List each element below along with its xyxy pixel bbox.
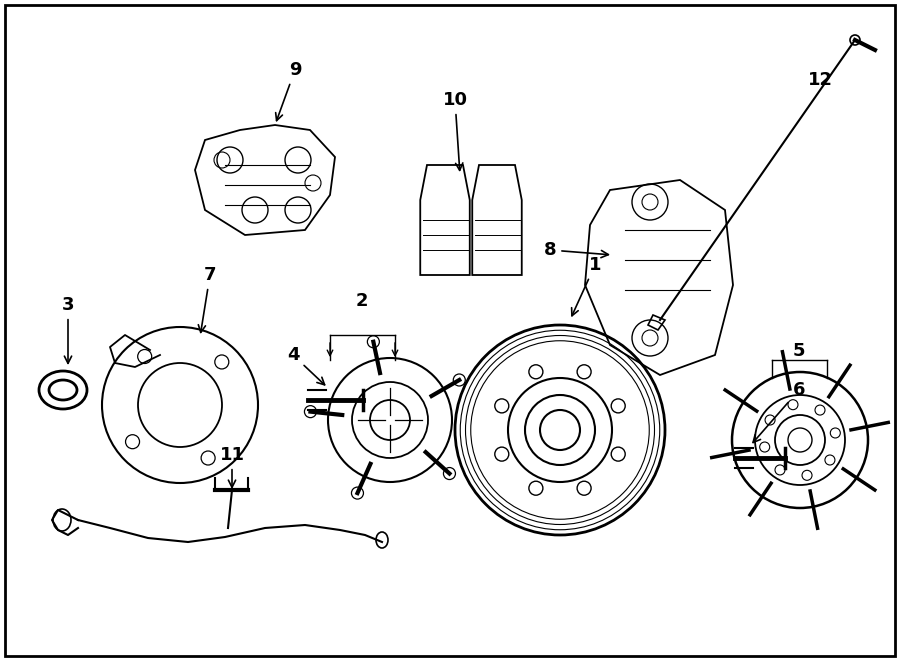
Text: 4: 4 <box>287 346 325 385</box>
Text: 8: 8 <box>544 241 608 259</box>
Text: 12: 12 <box>807 71 833 89</box>
Text: 5: 5 <box>793 342 806 360</box>
Text: 11: 11 <box>220 446 245 487</box>
Text: 7: 7 <box>198 266 216 332</box>
Text: 6: 6 <box>753 381 806 442</box>
Text: 3: 3 <box>62 296 74 364</box>
Text: 2: 2 <box>356 292 368 310</box>
Text: 9: 9 <box>275 61 302 121</box>
Text: 1: 1 <box>572 256 601 316</box>
Text: 10: 10 <box>443 91 467 171</box>
